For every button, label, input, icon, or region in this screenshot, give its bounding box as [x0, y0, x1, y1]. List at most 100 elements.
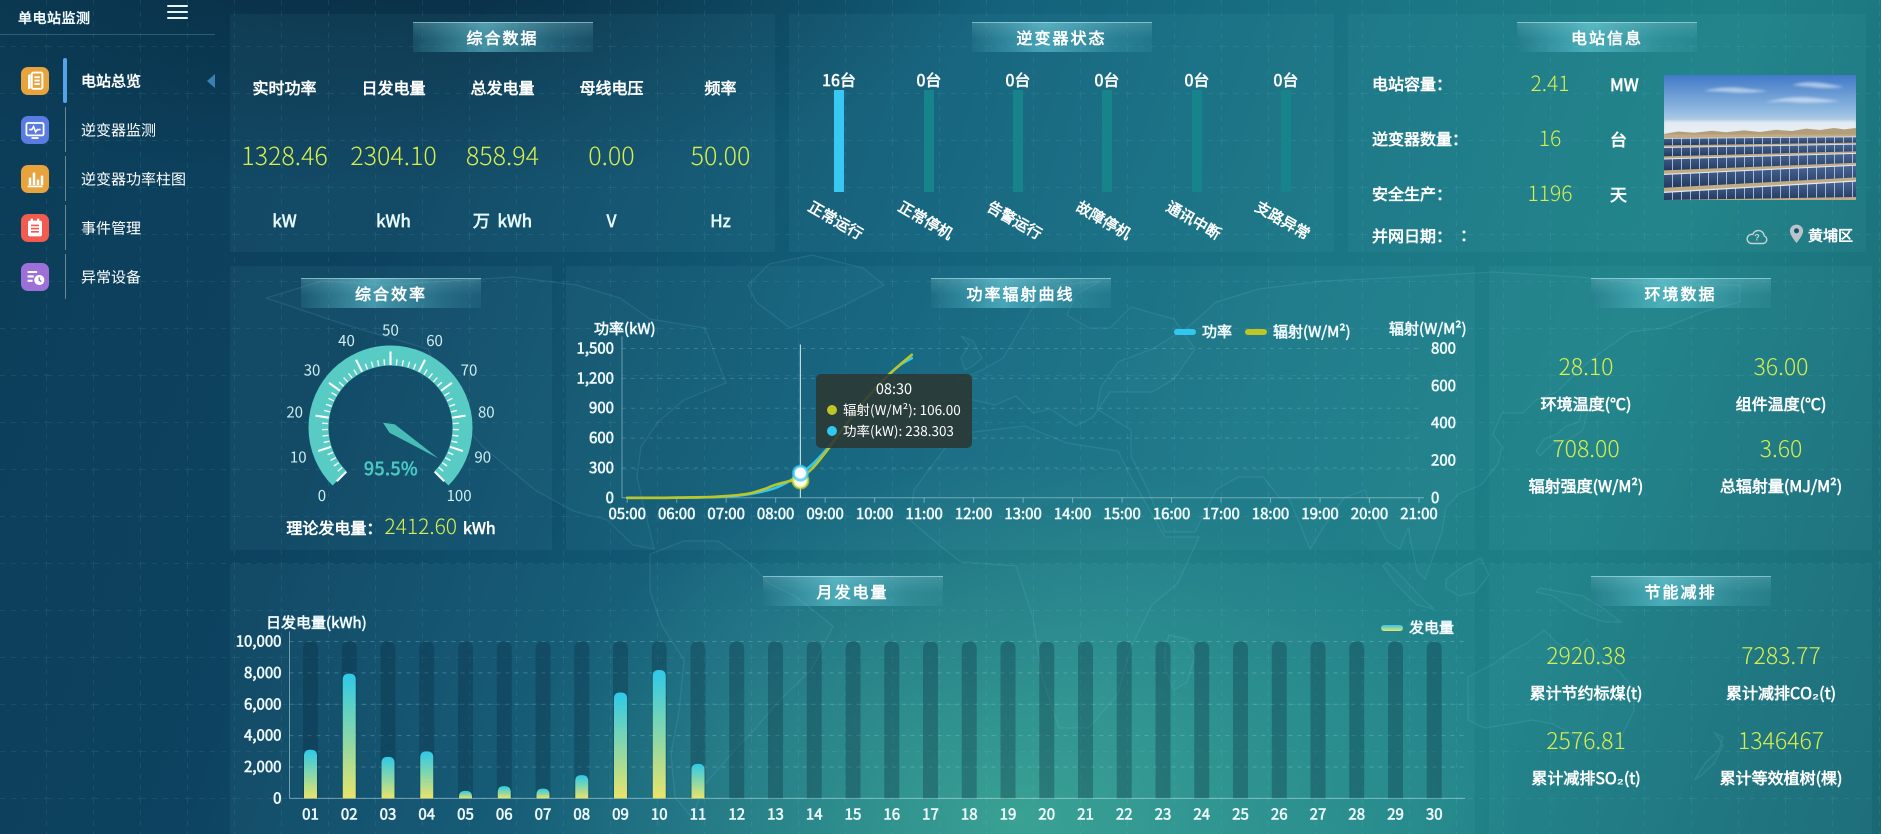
status-comm-interrupted: 0台 通讯中断 [1162, 67, 1225, 245]
x-tick-label: 19:00 [1301, 503, 1338, 524]
gauge-tick-label: 0 [318, 485, 326, 506]
gauge-tick-label: 60 [426, 330, 443, 351]
location-pin-icon[interactable] [1789, 224, 1804, 249]
gauge-needle [382, 422, 439, 459]
stat-unit: kW [272, 207, 297, 232]
bar-background [1078, 641, 1093, 799]
radiation-dot-icon [827, 404, 837, 415]
bar-09 [614, 692, 627, 799]
sidebar-item-inverter-power-bars[interactable]: 逆变器功率柱图 [0, 154, 215, 203]
status-normal-stop: 0台 正常停机 [894, 67, 957, 245]
y-tick-label: 8,000 [244, 662, 281, 683]
panel-environment-data: 环境数据 28.10 环境温度(℃) 36.00 组件温度(℃) 708.00 … [1489, 266, 1872, 550]
env-total-radiation: 3.60 总辐射量(MJ/M²) [1719, 430, 1843, 497]
bar-background [1271, 641, 1287, 799]
stat-value: 50.00 [690, 137, 751, 173]
y-tick-label: 10,000 [236, 631, 282, 652]
stat-daily-generation: 日发电量 2304.10 kWh [339, 60, 448, 252]
svg-text:?: ? [1754, 230, 1760, 243]
bar-08 [575, 775, 589, 799]
y-right-tick-label: 600 [1431, 375, 1456, 396]
x-tick-label: 13:00 [1004, 503, 1041, 524]
x-tick-label: 01 [302, 803, 319, 824]
x-tick-label: 12 [728, 803, 745, 824]
saving-co2: 7283.77 累计减排CO₂(t) [1725, 637, 1837, 704]
inverter-statuses: 16台 正常运行 0台 正常停机 0台 告警运行 0台 故障停机 [789, 60, 1334, 252]
env-module-temperature: 36.00 组件温度(℃) [1735, 348, 1827, 415]
sidebar-item-inverter-monitor[interactable]: 逆变器监测 [0, 105, 215, 154]
inverter-monitor-icon [21, 115, 49, 144]
sidebar-nav: 电站总览 逆变器监测 逆变器功率柱图 [0, 56, 215, 301]
gauge-minor-tick [395, 359, 398, 366]
x-tick-label: 15 [845, 803, 862, 824]
weather-unknown-icon[interactable]: ? [1746, 226, 1769, 250]
y-tick-label: 6,000 [244, 693, 281, 714]
event-management-icon [21, 213, 49, 242]
status-bar [1013, 90, 1023, 192]
active-indicator [63, 58, 67, 103]
bar-background [729, 641, 745, 799]
bar-background [1310, 641, 1326, 799]
x-tick-label: 02 [341, 803, 358, 824]
status-alarm-running: 0台 告警运行 [983, 67, 1046, 245]
bar-background [458, 641, 473, 799]
sidebar-item-label: 逆变器监测 [81, 119, 157, 140]
y-left-tick-label: 900 [589, 397, 614, 418]
panel-station-info: 电站信息 电站容量： 2.41 MW 逆变器数量： 16 台 安全生产： 119… [1348, 14, 1866, 252]
panel-title: 节能减排 [1590, 576, 1771, 606]
bar-background [535, 641, 551, 799]
app-title: 单电站监测 [18, 8, 91, 28]
sidebar-item-plant-overview[interactable]: 电站总览 [0, 56, 215, 105]
bar-04 [420, 751, 434, 799]
stat-unit: kWh [376, 207, 411, 232]
panel-energy-savings: 节能减排 2920.38 累计节约标煤(t) 7283.77 累计减排CO₂(t… [1489, 564, 1872, 834]
x-tick-label: 05 [457, 803, 474, 824]
stat-value: 2304.10 [350, 137, 437, 173]
x-tick-label: 25 [1232, 803, 1249, 824]
bar-background [496, 641, 512, 799]
x-tick-label: 04 [418, 803, 435, 824]
bar-11 [691, 763, 705, 799]
x-tick-label: 27 [1310, 803, 1327, 824]
gauge-tick-label: 30 [304, 359, 321, 380]
x-tick-label: 08:00 [757, 503, 794, 524]
sidebar-item-label: 异常设备 [81, 266, 142, 287]
hamburger-menu-icon[interactable] [167, 5, 188, 21]
bar-background [1426, 641, 1442, 799]
x-tick-label: 22 [1116, 803, 1133, 824]
power-dot-icon [827, 425, 837, 436]
info-row-capacity: 电站容量： 2.41 MW [1372, 68, 1639, 98]
monthly-generation-chart: 0 2,000 4,000 6,000 8,000 10,000 01 02 03 04 05 06 0… [236, 631, 1465, 824]
bar-background [1233, 641, 1248, 799]
bar-03 [381, 756, 395, 799]
y-tick-label: 4,000 [244, 725, 281, 746]
bar-background [574, 641, 590, 799]
x-tick-label: 10:00 [856, 503, 893, 524]
y-left-tick-label: 600 [589, 427, 614, 448]
y-tick-label: 0 [273, 787, 281, 808]
status-fault-stop: 0台 故障停机 [1072, 67, 1135, 245]
sidebar-item-abnormal-device[interactable]: 异常设备 [0, 252, 215, 301]
x-tick-label: 13 [767, 803, 784, 824]
x-tick-label: 21 [1077, 803, 1094, 824]
sidebar-item-label: 电站总览 [81, 70, 142, 91]
gauge-tick-label: 80 [478, 401, 495, 422]
x-tick-label: 07 [535, 803, 552, 824]
bar-background [768, 641, 783, 799]
bar-01 [304, 749, 317, 799]
bar-background [923, 641, 938, 799]
bar-07 [536, 788, 550, 799]
x-tick-label: 10 [651, 803, 668, 824]
panel-power-radiation-curve: 功率辐射曲线 功率(kW) 辐射(W/M²) 功率 辐射(W/M²) 0 300 6… [566, 266, 1475, 550]
y-right-tick-label: 200 [1431, 449, 1456, 470]
x-tick-label: 09:00 [806, 503, 843, 524]
tooltip-time: 08:30 [875, 378, 913, 399]
district-label: 黄埔区 [1808, 225, 1854, 246]
info-row-safe-production: 安全生产： 1196 天 [1372, 178, 1627, 208]
x-tick-label: 03 [380, 803, 397, 824]
active-arrow-icon [207, 73, 215, 88]
info-row-inverter-count: 逆变器数量： 16 台 [1372, 123, 1627, 153]
sidebar-item-event-management[interactable]: 事件管理 [0, 203, 215, 252]
